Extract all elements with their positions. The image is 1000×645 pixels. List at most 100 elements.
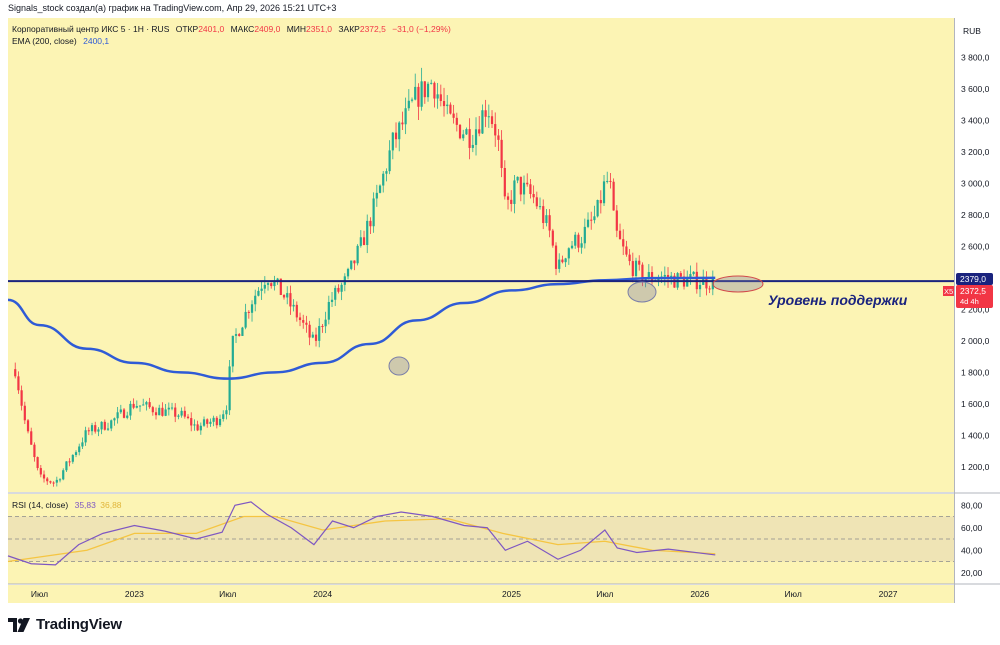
legend: Корпоративный центр ИКС 5 · 1Н · RUS ОТК… — [12, 24, 451, 510]
candle-body — [36, 457, 39, 469]
time-tick-label: Июл — [31, 589, 48, 599]
candle-body — [20, 390, 23, 406]
candle-body — [650, 272, 654, 281]
candle-body — [330, 299, 334, 302]
candle-body — [574, 234, 577, 246]
candle-body — [247, 311, 250, 313]
rsi-legend-value: 35,83 — [75, 500, 97, 510]
rsi-tick-label: 20,00 — [961, 568, 983, 578]
candle-body — [30, 431, 33, 445]
rsi-tick-label: 80,00 — [961, 500, 983, 510]
candle-body — [359, 237, 362, 246]
candle-body — [23, 405, 26, 421]
legend-open-value: 2401,0 — [198, 24, 224, 34]
tradingview-logo-icon — [8, 617, 30, 632]
candle-body — [558, 259, 561, 269]
candle-body — [414, 86, 417, 100]
candle-body — [308, 324, 311, 338]
candle-body — [177, 415, 180, 417]
candle-body — [398, 122, 401, 140]
candle-body — [302, 320, 305, 323]
candle-body — [190, 418, 193, 426]
candle-body — [193, 424, 196, 426]
last-price-tag-text: 2372,5 — [960, 286, 986, 296]
candle-body — [318, 325, 321, 341]
price-tick-label: 2 600,0 — [961, 241, 990, 251]
legend-close-value: 2372,5 — [360, 24, 386, 34]
legend-high-label: МАКС — [231, 24, 255, 34]
candle-body — [641, 264, 644, 282]
candle-body — [638, 260, 641, 265]
price-tick-label: 1 600,0 — [961, 399, 990, 409]
candle-body — [490, 116, 494, 125]
support-price-tag — [956, 273, 993, 285]
candle-body — [506, 196, 510, 200]
svg-text:EMA (200, close) 2400,: EMA (200, close) 2400,1 — [12, 36, 109, 46]
candle-body — [510, 199, 513, 204]
candle-body — [202, 419, 206, 426]
candle-body — [529, 184, 532, 195]
candle-body — [689, 274, 692, 278]
candle-body — [46, 478, 49, 482]
price-tick-label: 1 400,0 — [961, 430, 990, 440]
candle-body — [526, 182, 529, 185]
candle-body — [231, 335, 234, 367]
candle-body — [577, 234, 580, 248]
candle-body — [132, 403, 135, 408]
candle-body — [94, 425, 97, 432]
candle-body — [154, 412, 158, 416]
candle-body — [625, 246, 628, 255]
candle-body — [455, 117, 458, 125]
candle-body — [705, 277, 708, 289]
candle-body — [33, 444, 36, 458]
candle-body — [350, 260, 353, 269]
last-price-tag — [956, 285, 993, 308]
candle-body — [116, 412, 119, 419]
candle-body — [375, 192, 378, 199]
candle-body — [580, 243, 583, 248]
candle-body — [49, 481, 52, 483]
candle-body — [209, 421, 212, 424]
candle-body — [548, 215, 551, 231]
candle-body — [679, 273, 682, 277]
price-tick-label: 3 400,0 — [961, 115, 990, 125]
candle-body — [458, 124, 462, 139]
candle-body — [590, 219, 593, 221]
price-tick-label: 3 600,0 — [961, 84, 990, 94]
candle-body — [362, 237, 366, 246]
time-tick-label: 2026 — [690, 589, 709, 599]
candle-body — [106, 428, 110, 430]
candle-body — [442, 101, 446, 107]
legend-ema-value: 2400,1 — [83, 36, 109, 46]
candle-body — [142, 404, 145, 406]
candle-body — [474, 129, 478, 145]
candle-body — [84, 430, 87, 443]
candle-body — [433, 82, 436, 99]
candle-body — [266, 283, 270, 285]
candle-body — [426, 83, 430, 98]
candle-body — [698, 284, 702, 290]
candle-body — [151, 407, 154, 413]
candle-body — [90, 425, 94, 432]
legend-title: Корпоративный центр ИКС 5 · 1Н · RUS — [12, 24, 170, 34]
candle-body — [135, 406, 138, 408]
candle-body — [58, 479, 62, 481]
candle-body — [622, 239, 625, 247]
candle-body — [225, 410, 228, 415]
candle-body — [174, 407, 177, 417]
legend-low-value: 2351,0 — [306, 24, 332, 34]
legend-high-value: 2409,0 — [254, 24, 280, 34]
candle-body — [561, 259, 564, 263]
candle-body — [244, 311, 247, 328]
candle-body — [535, 197, 538, 207]
candle-body — [481, 110, 484, 134]
candle-body — [532, 194, 535, 198]
candle-body — [260, 288, 263, 291]
candle-body — [97, 429, 100, 432]
candle-body — [615, 210, 618, 231]
candle-body — [599, 200, 602, 204]
rsi-legend-ma-value: 36,88 — [100, 500, 122, 510]
price-tick-label: 2 800,0 — [961, 210, 990, 220]
